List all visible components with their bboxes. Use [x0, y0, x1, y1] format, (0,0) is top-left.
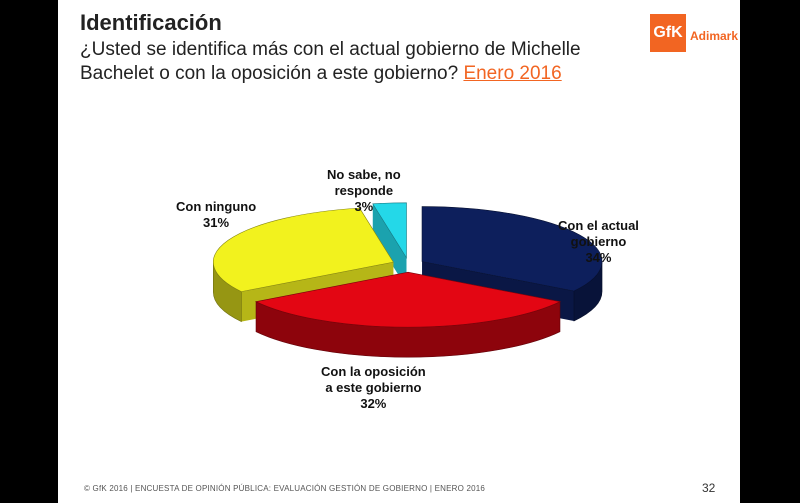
- slice-no-sabe-top: [372, 202, 407, 259]
- label-line2: responde: [334, 183, 394, 198]
- label-pct: 32%: [360, 396, 387, 411]
- slice-no-sabe: [372, 202, 407, 288]
- gfk-logo-mark: GfK: [650, 14, 686, 52]
- slice-oposicion-top: [255, 271, 561, 328]
- survey-question: ¿Usted se identifica más con el actual g…: [80, 38, 640, 86]
- adimark-logo-text: Adimark: [690, 29, 739, 43]
- label-oposicion: Con la oposición a este gobierno 32%: [321, 364, 426, 412]
- date-link[interactable]: Enero 2016: [463, 63, 562, 84]
- page-number: 32: [702, 481, 716, 495]
- label-actual-gobierno: Con el actual gobierno 34%: [558, 218, 639, 266]
- label-line1: Con ninguno: [176, 199, 257, 214]
- slice-ninguno-top: [213, 207, 394, 292]
- pie-chart: [213, 202, 603, 358]
- label-line2: a este gobierno: [325, 380, 422, 395]
- label-line1: Con la oposición: [321, 364, 426, 379]
- label-pct: 3%: [354, 199, 374, 214]
- label-line1: No sabe, no: [327, 167, 401, 182]
- slice-oposicion: [255, 271, 561, 358]
- label-no-sabe: No sabe, no responde 3%: [327, 167, 401, 215]
- slice-actual-gobierno-top: [421, 206, 603, 292]
- label-line2: gobierno: [570, 234, 627, 249]
- footer-text: © GfK 2016 | ENCUESTA DE OPINIÓN PÚBLICA…: [84, 484, 486, 493]
- gfk-adimark-logo: GfK Adimark: [650, 14, 739, 56]
- slide: Identificación ¿Usted se identifica más …: [58, 0, 740, 503]
- label-pct: 34%: [585, 250, 612, 265]
- label-pct: 31%: [203, 215, 230, 230]
- label-ninguno: Con ninguno 31%: [176, 199, 256, 231]
- page-title: Identificación: [80, 10, 222, 35]
- label-line1: Con el actual: [558, 218, 639, 233]
- question-text: ¿Usted se identifica más con el actual g…: [80, 39, 581, 84]
- slice-no-sabe-wall-0: [372, 203, 407, 288]
